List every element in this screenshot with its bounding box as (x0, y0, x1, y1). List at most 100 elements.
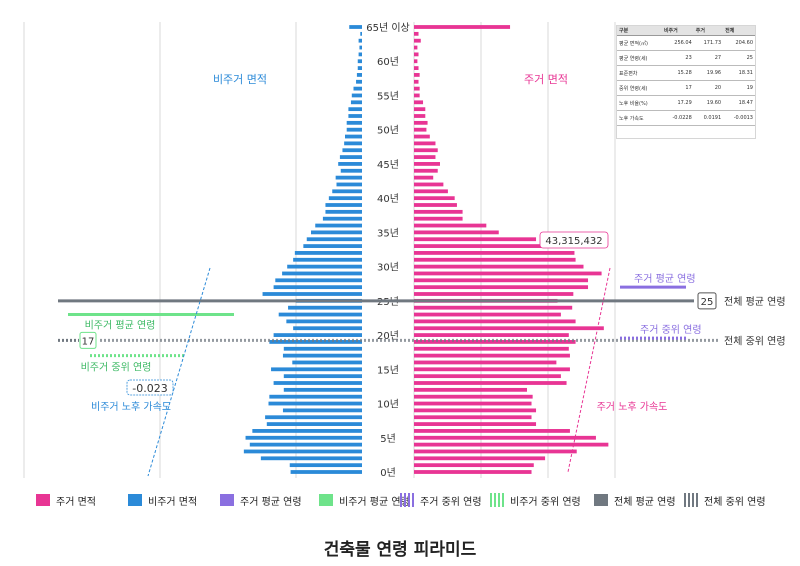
bar-nonres (348, 107, 362, 112)
legend-item-res-median-age: 주거 중위 연령 (400, 490, 482, 510)
nonres-aging-trend-line (147, 267, 211, 477)
stats-table: 구분 비주거 주거 전체 평균 면적(㎡) 256.04 171.73 204.60 평… (617, 26, 755, 126)
stats-cell-total: 18.31 (723, 65, 755, 81)
bar-nonres (357, 66, 362, 70)
bar-nonres (344, 141, 362, 146)
bar-res (414, 367, 570, 372)
y-tick-label: 30년 (377, 262, 399, 274)
stats-cell-total: 25 (723, 50, 755, 66)
res-aging-trend-line (567, 267, 611, 473)
bar-res (414, 25, 511, 29)
stats-row: 평균 면적(㎡) 256.04 171.73 204.60 (617, 35, 755, 51)
stats-cell-total: -0.0013 (723, 110, 755, 126)
bar-res (414, 59, 418, 64)
bar-res (414, 73, 420, 77)
bar-res (414, 162, 440, 166)
stats-header-total: 전체 (723, 26, 755, 36)
nonres-aging-badge-text: -0.023 (132, 382, 167, 395)
bar-nonres (283, 374, 362, 379)
bar-res (414, 346, 569, 351)
res-area-label: 주거 면적 (524, 73, 568, 86)
bar-nonres (288, 305, 362, 310)
bar-res (414, 319, 576, 324)
bar-res (414, 257, 576, 262)
bar-nonres (286, 319, 362, 324)
bar-res (414, 141, 436, 146)
y-tick-label: 40년 (377, 193, 399, 205)
bar-nonres (332, 189, 362, 194)
stats-cell-nonres: 17 (661, 80, 694, 96)
y-tick-label: 60년 (377, 56, 399, 68)
bar-res (414, 422, 537, 426)
y-tick-label: 35년 (377, 227, 399, 239)
overall-mean-age-badge-text: 25 (701, 297, 714, 308)
bar-nonres (268, 401, 362, 406)
legend-swatch-nonres-median-age (490, 493, 504, 507)
stats-table-box: 구분 비주거 주거 전체 평균 면적(㎡) 256.04 171.73 204.60 평… (616, 25, 756, 139)
bar-nonres (358, 52, 362, 57)
bar-res (414, 209, 463, 214)
bar-res (414, 271, 602, 276)
legend-swatch-res-area (36, 494, 50, 506)
stats-header-res: 주거 (693, 26, 724, 36)
stats-row: 평균 연령(세) 23 27 25 (617, 50, 755, 66)
bar-nonres (245, 435, 362, 440)
stats-row: 중위 연령(세) 17 20 19 (617, 80, 755, 96)
stats-cell-nonres: -0.0228 (661, 110, 694, 126)
stats-cell-nonres: 15.28 (661, 65, 694, 81)
stats-cell-label: 노후 비율(%) (617, 95, 662, 111)
stats-table-header: 구분 비주거 주거 전체 (617, 26, 755, 36)
bar-nonres (345, 134, 362, 139)
bar-res (414, 134, 430, 139)
stats-cell-res: 27 (693, 50, 724, 66)
bar-res (414, 31, 419, 36)
stats-header-category: 구분 (617, 26, 662, 36)
bar-nonres (252, 429, 362, 433)
legend-item-res-mean-age: 주거 평균 연령 (220, 490, 302, 510)
bar-nonres (340, 168, 362, 173)
bar-res (414, 374, 561, 379)
bar-res (414, 435, 596, 440)
stats-cell-label: 표준편차 (617, 65, 662, 81)
y-tick-label: 65년 이상 (366, 22, 410, 34)
bar-res (414, 326, 604, 331)
overall-mean-age-label: 전체 평균 연령 (724, 296, 786, 308)
nonres-median-age-badge-text: 17 (82, 336, 95, 347)
bar-nonres (335, 175, 362, 180)
bar-nonres (325, 209, 362, 214)
stats-cell-res: 20 (693, 80, 724, 96)
legend-item-nonres-median-age: 비주거 중위 연령 (490, 490, 581, 510)
bar-res (414, 86, 420, 91)
stats-cell-res: 19.60 (693, 95, 724, 111)
bar-res (414, 353, 570, 358)
stats-row: 표준편차 15.28 19.96 18.31 (617, 65, 755, 81)
stats-cell-nonres: 256.04 (661, 35, 694, 51)
y-tick-label: 5년 (380, 433, 396, 445)
bar-nonres (357, 59, 362, 64)
nonres-area-label: 비주거 면적 (213, 73, 267, 86)
bar-nonres (356, 73, 362, 77)
bar-res (414, 216, 463, 221)
bar-nonres (311, 230, 362, 235)
bar-res (414, 394, 533, 399)
bar-res (414, 223, 487, 228)
bar-nonres (351, 93, 362, 98)
bar-nonres (342, 148, 362, 153)
bar-res (414, 107, 426, 112)
y-tick-label: 45년 (377, 159, 399, 171)
nonres-aging-badge (126, 379, 174, 396)
bar-nonres (338, 162, 362, 166)
bar-nonres (282, 271, 362, 276)
bar-res (414, 312, 561, 317)
bar-nonres (346, 127, 362, 132)
legend-label: 전체 평균 연령 (614, 496, 676, 508)
bar-nonres (346, 120, 362, 125)
legend-label: 전체 중위 연령 (704, 496, 766, 508)
bar-nonres (283, 387, 362, 392)
stats-cell-label: 평균 면적(㎡) (617, 35, 662, 51)
bar-nonres (249, 442, 362, 447)
bar-res (414, 148, 438, 153)
bar-nonres (273, 381, 362, 385)
stats-cell-total: 18.47 (723, 95, 755, 111)
bar-nonres (349, 25, 362, 29)
